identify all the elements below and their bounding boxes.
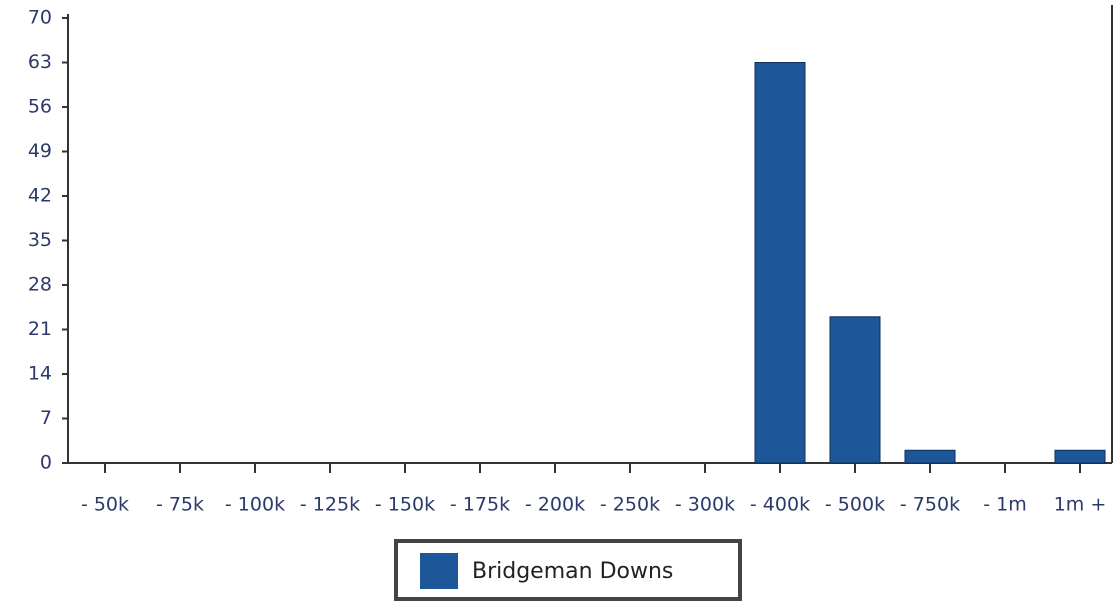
x-tick-label: - 75k <box>156 494 204 516</box>
y-tick-label: 42 <box>28 185 52 207</box>
x-tick-label: - 200k <box>525 494 585 516</box>
x-tick-label: - 175k <box>450 494 510 516</box>
y-tick-label: 63 <box>28 51 52 73</box>
x-tick-label: - 400k <box>750 494 810 516</box>
x-tick-label: - 1m <box>983 494 1027 516</box>
legend-swatch <box>420 553 458 589</box>
y-tick-label: 7 <box>40 407 52 429</box>
x-tick-label: - 750k <box>900 494 960 516</box>
y-tick-label: 0 <box>40 452 52 474</box>
x-tick-label: - 50k <box>81 494 129 516</box>
y-tick-label: 70 <box>28 7 52 29</box>
y-tick-label: 28 <box>28 274 52 296</box>
legend-box <box>394 539 742 601</box>
y-tick-label: 21 <box>28 318 52 340</box>
y-tick-label: 56 <box>28 96 52 118</box>
legend-label: Bridgeman Downs <box>472 559 673 584</box>
y-tick-label: 14 <box>28 363 52 385</box>
x-tick-label: - 250k <box>600 494 660 516</box>
bar <box>904 449 956 464</box>
x-tick-label: - 500k <box>825 494 885 516</box>
bar <box>1054 449 1106 464</box>
y-tick-label: 35 <box>28 229 52 251</box>
x-tick-label: - 100k <box>225 494 285 516</box>
bar <box>754 62 806 464</box>
x-tick-label: - 150k <box>375 494 435 516</box>
x-tick-label: - 300k <box>675 494 735 516</box>
y-tick-label: 49 <box>28 140 52 162</box>
bar <box>829 316 881 464</box>
x-tick-label: 1m + <box>1054 494 1107 516</box>
x-tick-label: - 125k <box>300 494 360 516</box>
